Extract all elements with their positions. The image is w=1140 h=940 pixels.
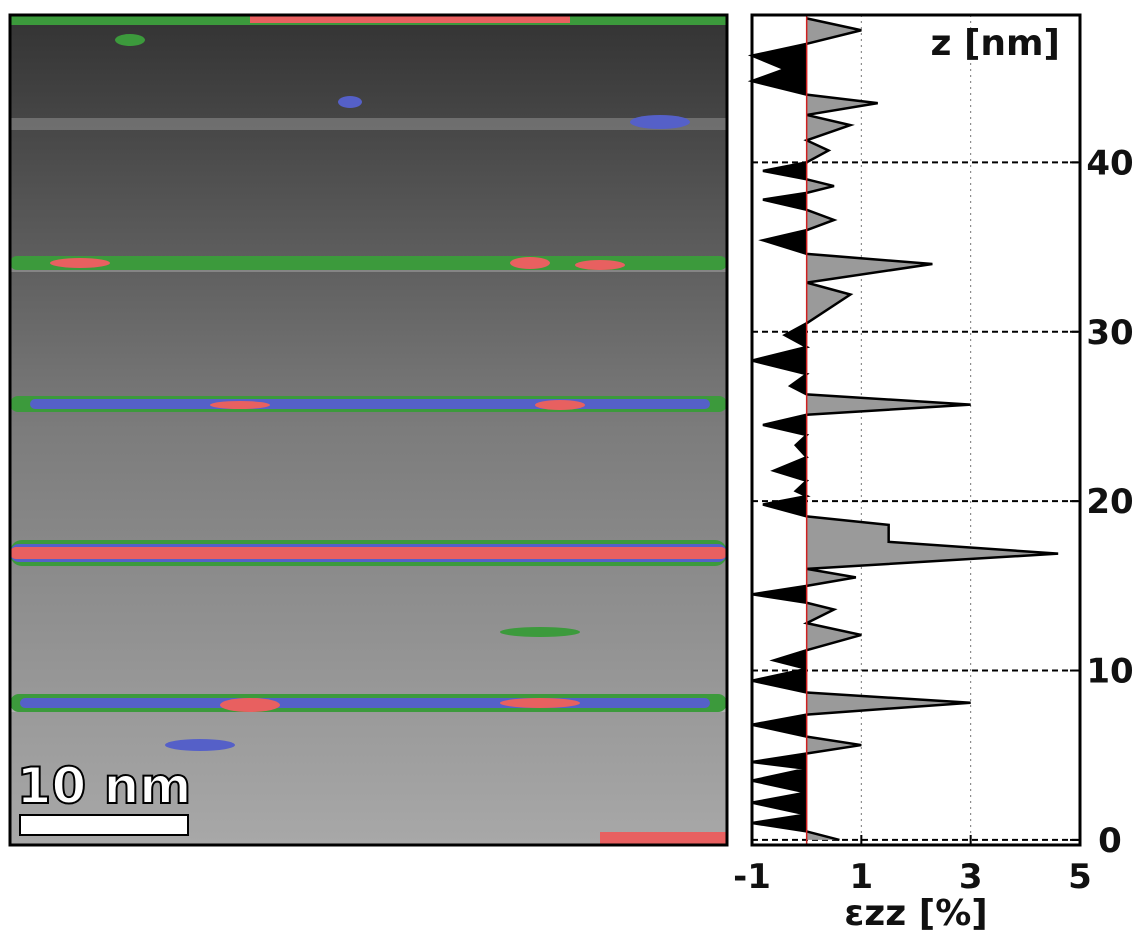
strain-blob <box>500 627 580 637</box>
x-axis-label: εzz [%] <box>844 893 987 934</box>
y-tick-label: 20 <box>1086 482 1133 522</box>
strain-band <box>250 15 570 23</box>
y-tick-label: 30 <box>1086 313 1133 353</box>
profile-plot: -1 1 3 50 10 20 30 40 <box>733 13 1134 897</box>
strain-blob <box>115 34 145 46</box>
strain-blob <box>210 401 270 409</box>
strain-blob <box>510 257 550 269</box>
strain-blob <box>338 96 362 108</box>
strain-blob <box>575 260 625 270</box>
strain-band <box>10 547 727 559</box>
x-tick-label: 1 <box>849 857 873 897</box>
bright-band <box>10 118 727 130</box>
strain-blob <box>220 698 280 712</box>
strain-overlay <box>10 15 727 844</box>
scale-bar <box>19 814 189 836</box>
y-tick-label: 40 <box>1086 143 1133 183</box>
strain-blob <box>50 258 110 268</box>
y-axis-label: z [nm] <box>930 23 1060 64</box>
strain-blob <box>630 115 690 129</box>
strain-blob <box>500 698 580 708</box>
image-frame <box>8 13 729 847</box>
strain-band <box>20 698 710 708</box>
x-tick-label: 5 <box>1068 857 1092 897</box>
scale-bar-label: 10 nm <box>17 757 192 815</box>
plot-frame <box>750 13 1082 847</box>
strain-blob <box>535 400 585 410</box>
stem-image: 10 nm <box>8 13 729 847</box>
y-tick-label: 0 <box>1098 821 1122 861</box>
y-tick-label: 10 <box>1086 652 1133 692</box>
x-tick-label: -1 <box>733 857 771 897</box>
strain-band <box>10 256 727 270</box>
strain-blob <box>165 739 235 751</box>
profile-line <box>747 17 1059 842</box>
strain-band <box>600 832 727 844</box>
image-background <box>10 15 727 845</box>
profile-positive <box>806 18 1059 840</box>
strain-band <box>30 399 710 409</box>
x-tick-label: 3 <box>959 857 983 897</box>
